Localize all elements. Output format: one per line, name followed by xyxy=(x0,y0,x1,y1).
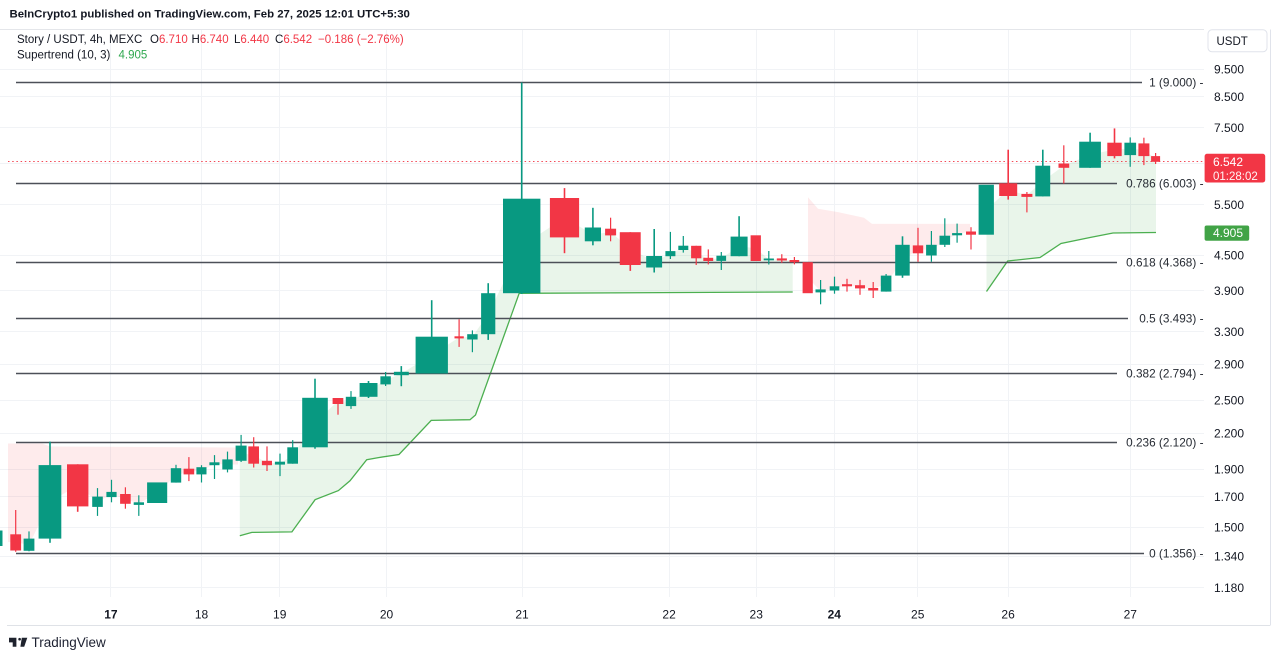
svg-text:01:28:02: 01:28:02 xyxy=(1213,171,1258,183)
svg-text:2.200: 2.200 xyxy=(1214,427,1244,441)
svg-text:BeInCrypto1 published on Tradi: BeInCrypto1 published on TradingView.com… xyxy=(10,9,410,21)
svg-text:1.500: 1.500 xyxy=(1214,520,1244,534)
svg-text:3.900: 3.900 xyxy=(1214,284,1244,298)
svg-text:19: 19 xyxy=(273,607,287,621)
svg-text:Supertrend (10, 3): Supertrend (10, 3) xyxy=(17,49,111,61)
svg-text:24: 24 xyxy=(828,607,842,621)
svg-text:1 (9.000) -: 1 (9.000) - xyxy=(1149,76,1203,90)
svg-text:25: 25 xyxy=(911,607,925,621)
svg-text:4.905: 4.905 xyxy=(119,49,148,61)
svg-text:0.382 (2.794) -: 0.382 (2.794) - xyxy=(1126,367,1203,381)
svg-text:1.900: 1.900 xyxy=(1214,463,1244,477)
svg-text:USDT: USDT xyxy=(1217,36,1248,48)
svg-text:H6.740: H6.740 xyxy=(192,34,229,46)
svg-text:0.5 (3.493) -: 0.5 (3.493) - xyxy=(1139,312,1203,326)
svg-text:C6.542: C6.542 xyxy=(275,34,312,46)
svg-text:TradingView: TradingView xyxy=(32,635,107,650)
svg-text:1.340: 1.340 xyxy=(1214,550,1244,564)
svg-text:23: 23 xyxy=(750,607,764,621)
svg-text:18: 18 xyxy=(195,607,209,621)
svg-text:L6.440: L6.440 xyxy=(234,34,269,46)
svg-text:0.786 (6.003) -: 0.786 (6.003) - xyxy=(1126,177,1203,191)
svg-text:3.300: 3.300 xyxy=(1214,325,1244,339)
svg-text:2.900: 2.900 xyxy=(1214,357,1244,371)
svg-text:Story / USDT, 4h, MEXC: Story / USDT, 4h, MEXC xyxy=(17,34,142,46)
svg-text:8.500: 8.500 xyxy=(1214,90,1244,104)
svg-text:7.500: 7.500 xyxy=(1214,121,1244,135)
svg-text:2.500: 2.500 xyxy=(1214,394,1244,408)
svg-text:−0.186 (−2.76%): −0.186 (−2.76%) xyxy=(318,34,404,46)
svg-text:20: 20 xyxy=(380,607,394,621)
svg-text:0.236 (2.120) -: 0.236 (2.120) - xyxy=(1126,436,1203,450)
svg-text:22: 22 xyxy=(662,607,676,621)
svg-text:1.700: 1.700 xyxy=(1214,490,1244,504)
svg-text:1.180: 1.180 xyxy=(1214,581,1244,595)
svg-text:O6.710: O6.710 xyxy=(150,34,188,46)
svg-text:4.500: 4.500 xyxy=(1214,248,1244,262)
svg-text:5.500: 5.500 xyxy=(1214,198,1244,212)
svg-text:26: 26 xyxy=(1001,607,1015,621)
svg-text:17: 17 xyxy=(104,607,118,621)
svg-text:0.618 (4.368) -: 0.618 (4.368) - xyxy=(1126,256,1203,270)
svg-text:27: 27 xyxy=(1124,607,1138,621)
svg-text:9.500: 9.500 xyxy=(1214,62,1244,76)
svg-text:0 (1.356) -: 0 (1.356) - xyxy=(1149,547,1203,561)
svg-text:4.905: 4.905 xyxy=(1213,226,1243,240)
svg-text:6.542: 6.542 xyxy=(1213,155,1243,169)
svg-text:21: 21 xyxy=(515,607,529,621)
